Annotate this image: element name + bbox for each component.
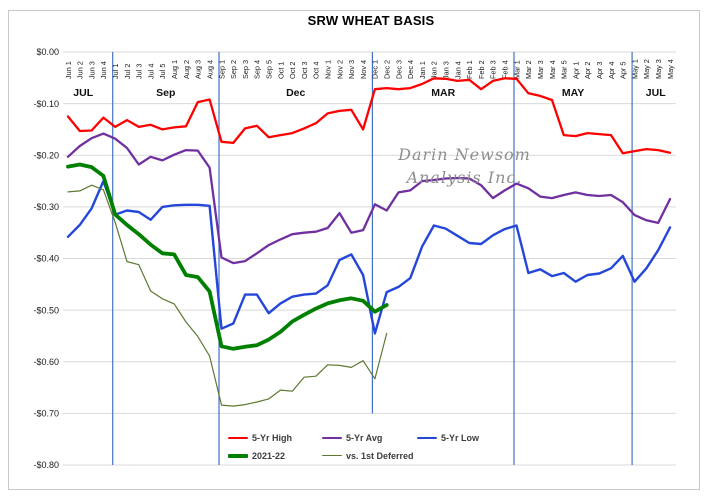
x-axis-tick-label: Feb 4: [501, 60, 510, 79]
y-axis-tick-label: -$0.80: [33, 460, 59, 470]
legend-label-2021-22: 2021-22: [252, 450, 286, 461]
x-axis-tick-label: Oct 4: [312, 62, 321, 79]
legend-item-2021-22: 2021-22: [228, 447, 285, 461]
x-axis-tick-label: Jul 5: [158, 64, 167, 79]
y-axis-tick-label: -$0.60: [33, 357, 59, 367]
x-axis-tick-label: Mar 4: [548, 60, 557, 79]
x-axis-tick-label: Jan 4: [453, 61, 462, 79]
x-axis-tick-label: Mar 2: [524, 60, 533, 79]
x-axis-tick-label: Jan 3: [442, 61, 451, 79]
watermark-line1: Darin Newsom: [398, 145, 531, 164]
legend-swatch-2021-22: [228, 453, 248, 458]
x-axis-tick-label: Dec 3: [394, 60, 403, 79]
figure-border: [8, 10, 700, 490]
x-axis-tick-label: Sep 2: [229, 60, 238, 79]
x-axis-tick-label: Aug 2: [182, 60, 191, 79]
legend-label-vs-1st-deferred: vs. 1st Deferred: [346, 450, 414, 461]
series-line-2021-22: [66, 162, 389, 351]
x-axis-tick-label: Dec 1: [371, 60, 380, 79]
y-axis-tick-label: -$0.50: [33, 305, 59, 315]
x-axis-tick-label: Sep 5: [265, 60, 274, 79]
x-axis-tick-label: Apr 5: [619, 62, 628, 79]
legend-swatch-5-yr-high: [228, 436, 248, 439]
x-axis-tick-label: Nov 3: [347, 60, 356, 79]
x-axis-tick-label: Aug 4: [205, 60, 214, 79]
legend-label-5-yr-high: 5-Yr High: [252, 432, 293, 443]
x-axis-tick-label: Sep 3: [241, 60, 250, 79]
legend-swatch-vs-1st-deferred: [322, 455, 342, 457]
x-axis-tick-label: Feb 2: [477, 60, 486, 79]
series-line-5-yr-avg: [66, 132, 672, 265]
x-axis-tick-label: Jul 3: [135, 64, 144, 79]
x-axis-tick-label: Jul 4: [146, 64, 155, 79]
contract-month-label: MAY: [562, 87, 584, 99]
x-axis-tick-label: Nov 2: [335, 60, 344, 79]
x-axis-tick-label: Jul 1: [111, 64, 120, 79]
x-axis-tick-label: Jun 2: [76, 61, 85, 79]
x-axis-tick-label: Apr 4: [607, 62, 616, 79]
x-axis-tick-label: Jan 2: [430, 61, 439, 79]
y-axis-tick-label: -$0.20: [33, 151, 59, 161]
legend-item-5-yr-high: 5-Yr High: [228, 429, 292, 443]
y-axis-tick-label: -$0.10: [33, 99, 59, 109]
legend-item-vs-1st-deferred: vs. 1st Deferred: [322, 447, 414, 461]
x-axis-tick-label: Aug 3: [194, 60, 203, 79]
x-axis-tick-label: Jan 1: [418, 61, 427, 79]
watermark: Darin Newsom Analysis Inc.: [367, 143, 562, 189]
x-axis-tick-label: Dec 2: [383, 60, 392, 79]
series-line-vs-1st-deferred: [67, 184, 388, 407]
x-axis-tick-label: Oct 2: [288, 62, 297, 79]
watermark-line2: Analysis Inc.: [406, 168, 523, 187]
legend-swatch-5-yr-low: [417, 436, 437, 439]
x-axis-tick-label: May 1: [630, 59, 639, 79]
legend-item-5-yr-avg: 5-Yr Avg: [322, 429, 382, 443]
contract-month-label: JUL: [73, 87, 93, 99]
x-axis-tick-label: Feb 3: [489, 60, 498, 79]
x-axis-tick-label: Jun 4: [99, 61, 108, 79]
x-axis-tick-label: Apr 3: [595, 62, 604, 79]
x-axis-tick-label: Aug 1: [170, 60, 179, 79]
x-axis-tick-label: Sep 1: [217, 60, 226, 79]
x-axis-tick-label: Jun 1: [64, 61, 73, 79]
y-axis-tick-label: -$0.30: [33, 202, 59, 212]
series-line-5-yr-high: [66, 77, 672, 155]
x-axis-tick-label: Nov 1: [324, 60, 333, 79]
x-axis-tick-label: Mar 1: [512, 60, 521, 79]
y-axis-tick-label: -$0.40: [33, 254, 59, 264]
x-axis-tick-label: Feb 1: [465, 60, 474, 79]
x-axis-tick-label: Jul 2: [123, 64, 132, 79]
x-axis-tick-label: Apr 2: [583, 62, 592, 79]
legend: 5-Yr High 5-Yr Avg 5-Yr Low 2021-22 vs. 1st …: [227, 428, 517, 466]
x-axis-tick-label: Oct 1: [276, 62, 285, 79]
x-axis-tick-label: May 2: [642, 59, 651, 79]
legend-item-5-yr-low: 5-Yr Low: [417, 429, 479, 443]
contract-month-label: Dec: [286, 87, 305, 99]
x-axis-tick-label: Dec 4: [406, 60, 415, 79]
x-axis-tick-label: Jun 3: [87, 61, 96, 79]
x-axis-tick-label: Apr 1: [571, 62, 580, 79]
contract-month-label: MAR: [431, 87, 455, 99]
x-axis-tick-label: May 4: [666, 59, 675, 79]
chart-title: SRW WHEAT BASIS: [307, 13, 435, 28]
legend-label-5-yr-low: 5-Yr Low: [441, 432, 480, 443]
y-axis-tick-label: $0.00: [36, 47, 59, 57]
x-axis-tick-label: Mar 5: [560, 60, 569, 79]
legend-swatch-5-yr-avg: [322, 436, 342, 439]
contract-month-label: JUL: [646, 87, 666, 99]
x-axis-tick-label: Sep 4: [253, 60, 262, 79]
x-axis-tick-label: Nov 4: [359, 60, 368, 79]
contract-month-label: Sep: [156, 87, 175, 99]
x-axis-tick-label: Mar 3: [536, 60, 545, 79]
x-axis-tick-label: Oct 3: [300, 62, 309, 79]
y-axis-tick-label: -$0.70: [33, 409, 59, 419]
legend-label-5-yr-avg: 5-Yr Avg: [346, 432, 383, 443]
x-axis-tick-label: May 3: [654, 59, 663, 79]
